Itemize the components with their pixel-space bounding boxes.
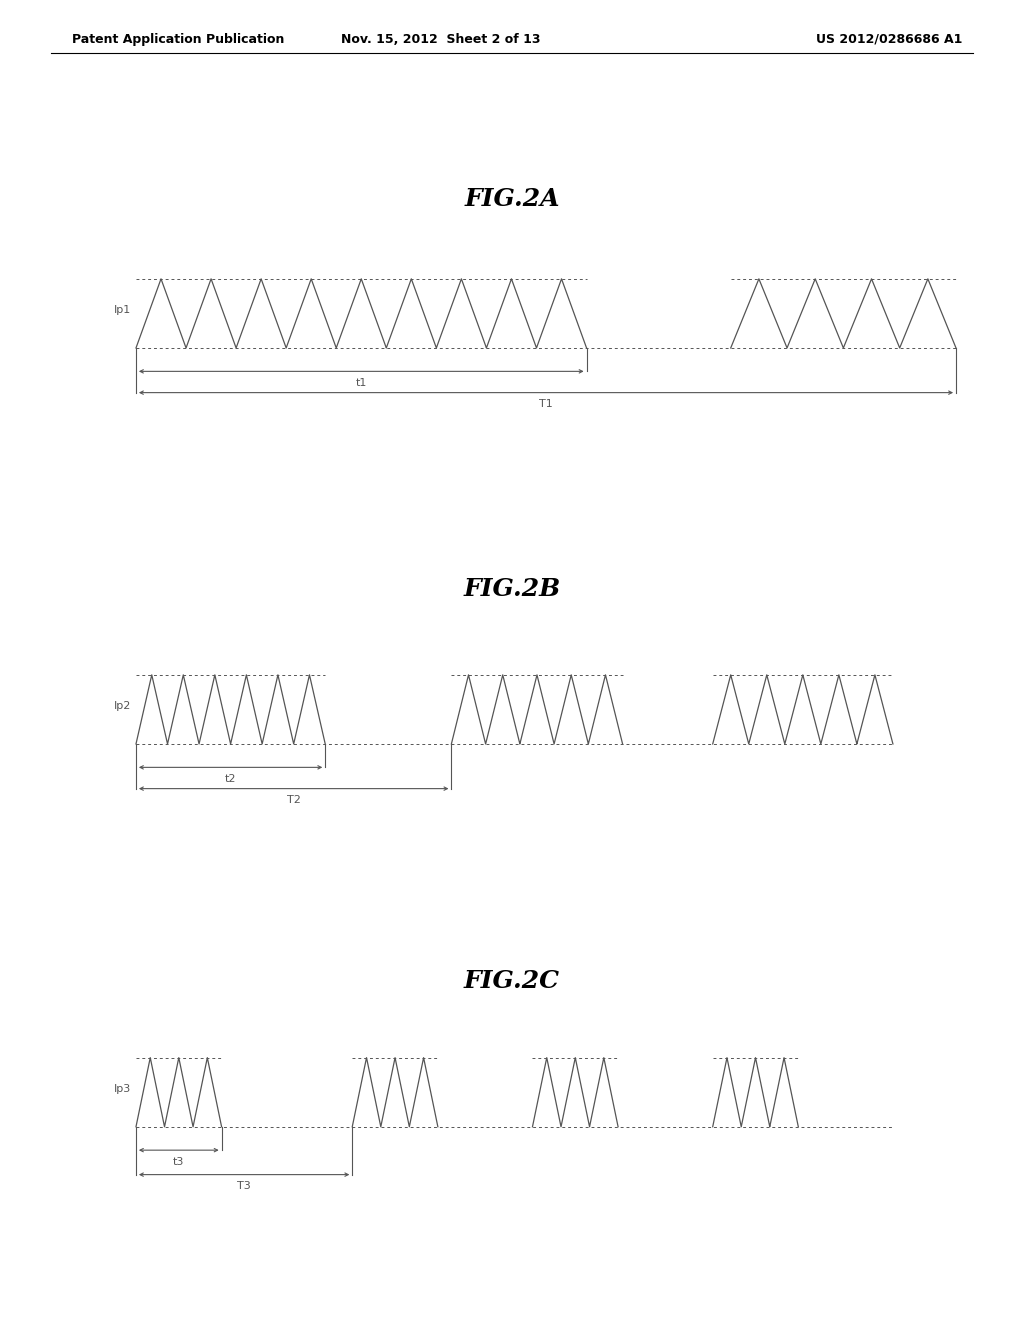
Text: t2: t2 [225, 774, 237, 784]
Text: US 2012/0286686 A1: US 2012/0286686 A1 [816, 33, 963, 46]
Text: Ip2: Ip2 [114, 701, 131, 711]
Text: FIG.2B: FIG.2B [464, 577, 560, 601]
Text: Ip3: Ip3 [115, 1084, 131, 1094]
Text: FIG.2C: FIG.2C [464, 969, 560, 993]
Text: T2: T2 [287, 795, 301, 805]
Text: FIG.2A: FIG.2A [464, 187, 560, 211]
Text: Patent Application Publication: Patent Application Publication [72, 33, 284, 46]
Text: Nov. 15, 2012  Sheet 2 of 13: Nov. 15, 2012 Sheet 2 of 13 [341, 33, 540, 46]
Text: Ip1: Ip1 [115, 305, 131, 315]
Text: t1: t1 [355, 378, 367, 388]
Text: T1: T1 [539, 399, 553, 409]
Text: T3: T3 [238, 1181, 251, 1191]
Text: t3: t3 [173, 1156, 184, 1167]
